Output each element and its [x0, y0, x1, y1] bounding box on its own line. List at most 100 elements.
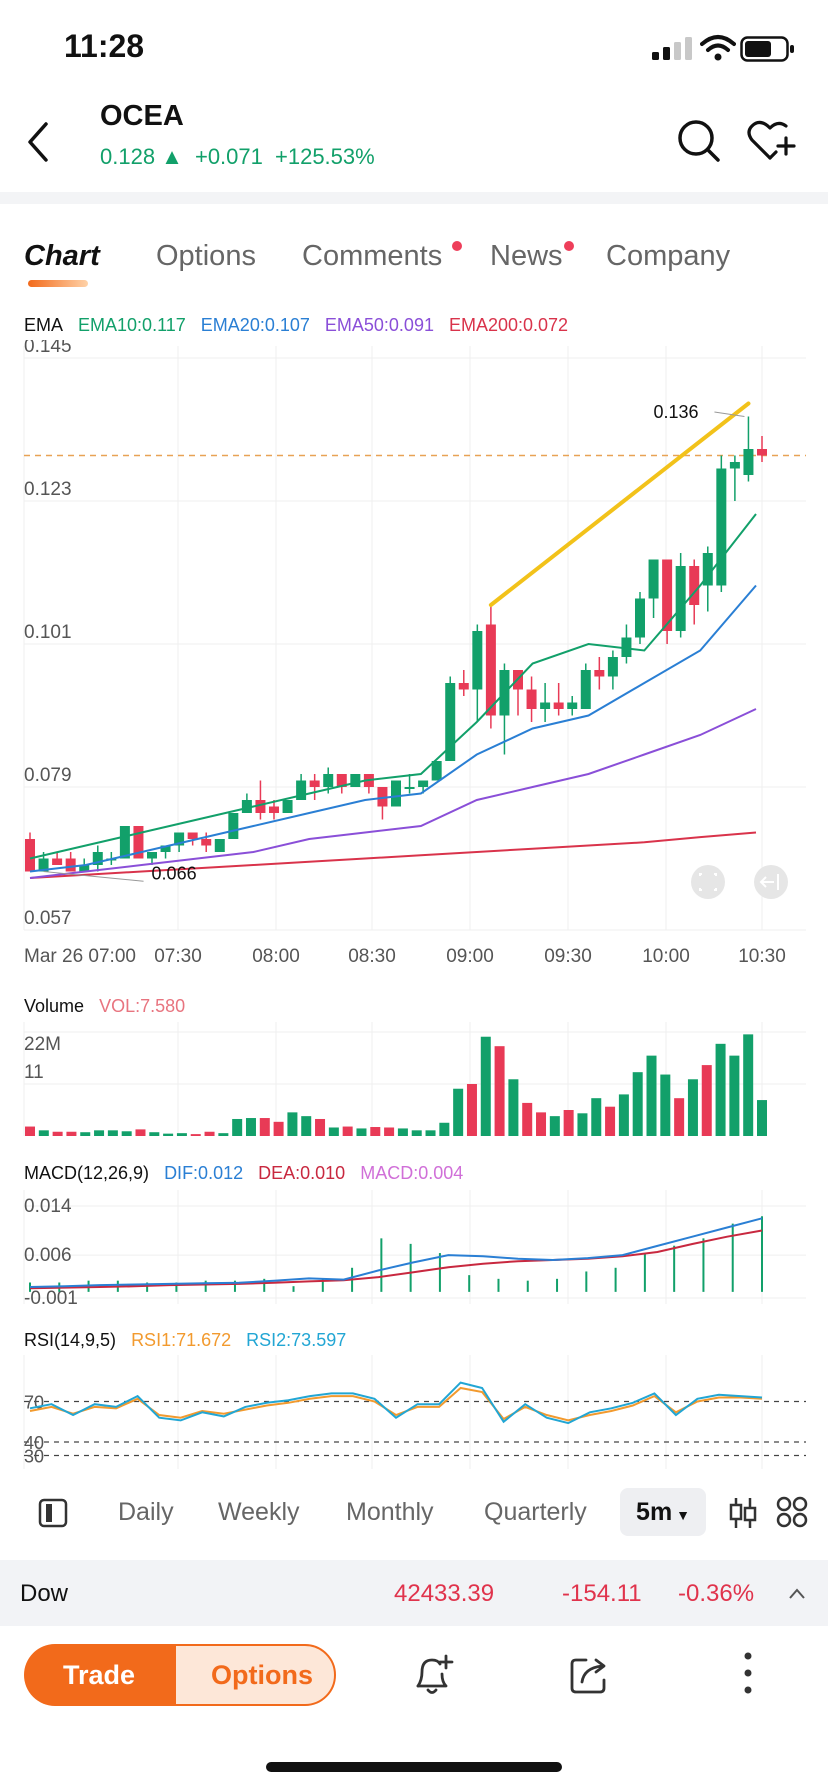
tab-chart[interactable]: Chart	[24, 240, 100, 272]
index-change-pct: -0.36%	[678, 1580, 755, 1607]
index-change: -154.11	[562, 1580, 642, 1607]
candle-body	[757, 449, 767, 456]
timeframe-weekly[interactable]: Weekly	[218, 1498, 300, 1526]
rsi-legend: RSI(14,9,5) RSI1:71.672 RSI2:73.597	[24, 1330, 356, 1351]
candle-body	[323, 774, 334, 787]
dea-value: DEA:0.010	[258, 1163, 346, 1183]
price-alert-icon[interactable]	[410, 1652, 454, 1698]
volume-bar	[52, 1131, 63, 1136]
volume-bar	[729, 1055, 740, 1136]
quote-line: 0.128 ▲ +0.071 +125.53%	[100, 144, 381, 170]
price-chart[interactable]: 0.145 0.123 0.101 0.079 0.057 0.136 0.066 Mar 2…	[0, 340, 828, 970]
more-icon[interactable]	[740, 1650, 756, 1696]
volume-bar	[370, 1127, 381, 1136]
home-indicator	[266, 1762, 562, 1772]
low-annotation: 0.066	[152, 864, 197, 884]
tab-news[interactable]: News	[490, 240, 563, 272]
volume-label: Volume	[24, 996, 85, 1016]
section-divider	[0, 192, 828, 204]
search-icon[interactable]	[676, 118, 722, 164]
macd-tick-label: -0.001	[24, 1288, 78, 1309]
indicators-grid-icon[interactable]	[776, 1496, 808, 1528]
y-tick-label: 0.101	[24, 622, 72, 643]
candle-body	[282, 800, 293, 813]
volume-bar	[259, 1118, 270, 1136]
timeframe-daily[interactable]: Daily	[118, 1498, 174, 1526]
tab-options[interactable]: Options	[156, 240, 256, 272]
volume-bar	[425, 1130, 436, 1136]
volume-bar	[632, 1072, 643, 1136]
candle-body	[540, 702, 551, 709]
index-ticker-bar[interactable]: Dow 42433.39 -154.11 -0.36%	[0, 1560, 828, 1626]
trendline	[488, 401, 751, 607]
y-tick-label: 0.145	[24, 340, 72, 357]
volume-bar	[494, 1046, 505, 1136]
volume-bar	[301, 1116, 312, 1136]
sidebar-toggle-icon[interactable]	[38, 1498, 68, 1528]
volume-bar	[328, 1127, 339, 1136]
candle-body	[743, 449, 754, 475]
candle-body	[174, 832, 185, 846]
news-badge	[564, 241, 574, 251]
volume-bar	[480, 1036, 491, 1136]
volume-bar	[218, 1133, 229, 1136]
candle-body	[255, 800, 266, 813]
volume-tick-label: 11	[24, 1062, 44, 1083]
candle-body	[404, 787, 415, 789]
candle-type-icon[interactable]	[728, 1496, 758, 1530]
volume-bar	[411, 1130, 422, 1136]
candle-body	[567, 702, 578, 709]
share-icon[interactable]	[568, 1652, 612, 1696]
volume-tick-label: 22M	[24, 1034, 61, 1055]
caret-down-icon: ▼	[672, 1507, 690, 1523]
volume-bar	[163, 1133, 174, 1136]
volume-bar	[356, 1128, 367, 1136]
chevron-up-icon[interactable]	[788, 1586, 806, 1600]
timeframe-monthly[interactable]: Monthly	[346, 1498, 434, 1526]
back-icon[interactable]	[24, 120, 54, 164]
volume-bar	[232, 1118, 243, 1136]
fullscreen-icon[interactable]	[691, 865, 725, 899]
options-button[interactable]: Options	[174, 1644, 336, 1706]
x-tick-label: 08:30	[348, 946, 396, 967]
rsi-tick-label: 30	[24, 1447, 44, 1467]
volume-bar	[618, 1094, 629, 1136]
tab-company[interactable]: Company	[606, 240, 731, 272]
tab-comments[interactable]: Comments	[302, 240, 443, 272]
candle-body	[458, 683, 469, 690]
trade-button[interactable]: Trade	[24, 1644, 194, 1706]
candle-body	[201, 839, 212, 846]
volume-bar	[660, 1074, 671, 1136]
macd-value: MACD:0.004	[360, 1163, 464, 1183]
volume-bar	[121, 1131, 132, 1136]
dif-line	[29, 1217, 763, 1288]
x-tick-label: 10:00	[642, 946, 690, 967]
reset-zoom-icon-glyph	[759, 874, 779, 890]
candle-body	[526, 689, 537, 709]
candle-body	[52, 858, 63, 865]
candle-body	[635, 598, 645, 638]
index-name: Dow	[20, 1580, 69, 1607]
battery-icon	[740, 36, 794, 62]
timeframe-selector[interactable]: 5m ▼	[620, 1488, 706, 1536]
timeframe-quarterly[interactable]: Quarterly	[484, 1498, 587, 1526]
ema-legend[interactable]: EMA EMA10:0.117 EMA20:0.107 EMA50:0.091 …	[24, 315, 578, 336]
x-tick-label: Mar 26 07:00	[24, 946, 136, 967]
candle-body	[377, 787, 388, 807]
volume-bar	[190, 1134, 201, 1136]
macd-tick-label: 0.006	[24, 1245, 72, 1266]
signal-icon	[652, 37, 692, 60]
timeframe-bar: Daily Weekly Monthly Quarterly 5m ▼	[0, 1488, 828, 1540]
macd-chart[interactable]: 0.014 0.006 -0.001	[0, 1190, 828, 1310]
watchlist-add-icon[interactable]	[746, 118, 798, 164]
candle-body	[147, 852, 157, 859]
volume-bar	[204, 1131, 215, 1136]
rsi2-value: RSI2:73.597	[246, 1330, 347, 1350]
high-annotation-line	[714, 411, 745, 417]
volume-bar	[757, 1100, 767, 1136]
candle-body	[133, 826, 144, 859]
high-annotation: 0.136	[653, 402, 698, 422]
wifi-icon	[700, 35, 736, 61]
